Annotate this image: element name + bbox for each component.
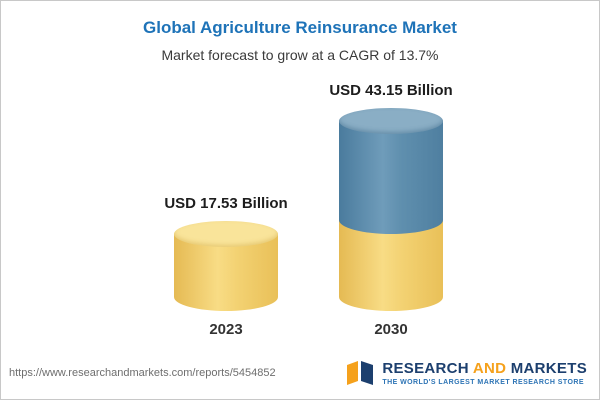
bar-2023-cylinder <box>174 220 278 311</box>
logo-word-markets: MARKETS <box>510 359 587 377</box>
category-label-2030: 2030 <box>374 321 408 338</box>
logo-word-and: AND <box>472 359 507 377</box>
bar-2030-blue-segment <box>339 121 443 234</box>
bar-2030-top-ellipse <box>339 108 443 135</box>
bar-2023-top-ellipse <box>174 220 278 247</box>
research-and-markets-logo: RESEARCH AND MARKETS THE WORLD'S LARGEST… <box>345 359 587 387</box>
logo-tagline: THE WORLD'S LARGEST MARKET RESEARCH STOR… <box>382 378 584 386</box>
source-url-link[interactable]: https://www.researchandmarkets.com/repor… <box>9 367 276 379</box>
logo-wordmark: RESEARCH AND MARKETS <box>382 361 587 376</box>
chart-title: Global Agriculture Reinsurance Market <box>143 18 457 37</box>
logo-icon <box>347 361 374 385</box>
chart-header: Global Agriculture Reinsurance Market Ma… <box>1 1 599 63</box>
category-label-2023: 2023 <box>209 321 243 338</box>
value-label-2030: USD 43.15 Billion <box>329 82 453 100</box>
bar-2030-cylinder <box>339 108 443 311</box>
footer: https://www.researchandmarkets.com/repor… <box>1 351 599 399</box>
chart-subtitle: Market forecast to grow at a CAGR of 13.… <box>161 47 439 63</box>
logo-text: RESEARCH AND MARKETS THE WORLD'S LARGEST… <box>382 361 587 386</box>
bar-group-2030: USD 43.15 Billion 2030 <box>311 82 471 338</box>
value-label-2023: USD 17.53 Billion <box>164 194 288 212</box>
logo-word-research: RESEARCH <box>382 359 469 377</box>
bar-group-2023: USD 17.53 Billion 2023 <box>146 194 306 338</box>
